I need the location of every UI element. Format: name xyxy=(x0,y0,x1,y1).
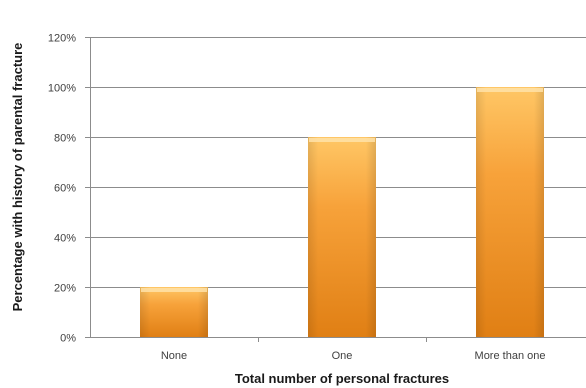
y-tick-label: 80% xyxy=(54,133,76,145)
bar-shading xyxy=(476,87,544,337)
bar-shading xyxy=(308,137,376,337)
x-tick-label: None xyxy=(161,350,187,362)
bar-none xyxy=(140,287,208,337)
x-axis-title: Total number of personal fractures xyxy=(235,371,449,386)
tick-labels: 0% 20% 40% 60% 80% 100% 120% None One More than o… xyxy=(48,33,546,363)
axes xyxy=(85,37,586,342)
y-tick-label: 20% xyxy=(54,283,76,295)
y-axis-title: Percentage with history of parental frac… xyxy=(10,43,25,312)
bar-more-than-one xyxy=(476,87,544,337)
x-tick-label: More than one xyxy=(475,350,546,362)
x-tick-label: One xyxy=(332,350,353,362)
bar-shading xyxy=(140,287,208,337)
bar-highlight xyxy=(477,88,543,92)
y-tick-label: 40% xyxy=(54,233,76,245)
bars xyxy=(140,87,544,337)
y-tick-label: 100% xyxy=(48,83,76,95)
y-tick-label: 0% xyxy=(60,333,76,345)
bar-highlight xyxy=(141,288,207,292)
y-tick-label: 60% xyxy=(54,183,76,195)
y-tick-label: 120% xyxy=(48,33,76,45)
bar-one xyxy=(308,137,376,337)
bar-highlight xyxy=(309,138,375,142)
